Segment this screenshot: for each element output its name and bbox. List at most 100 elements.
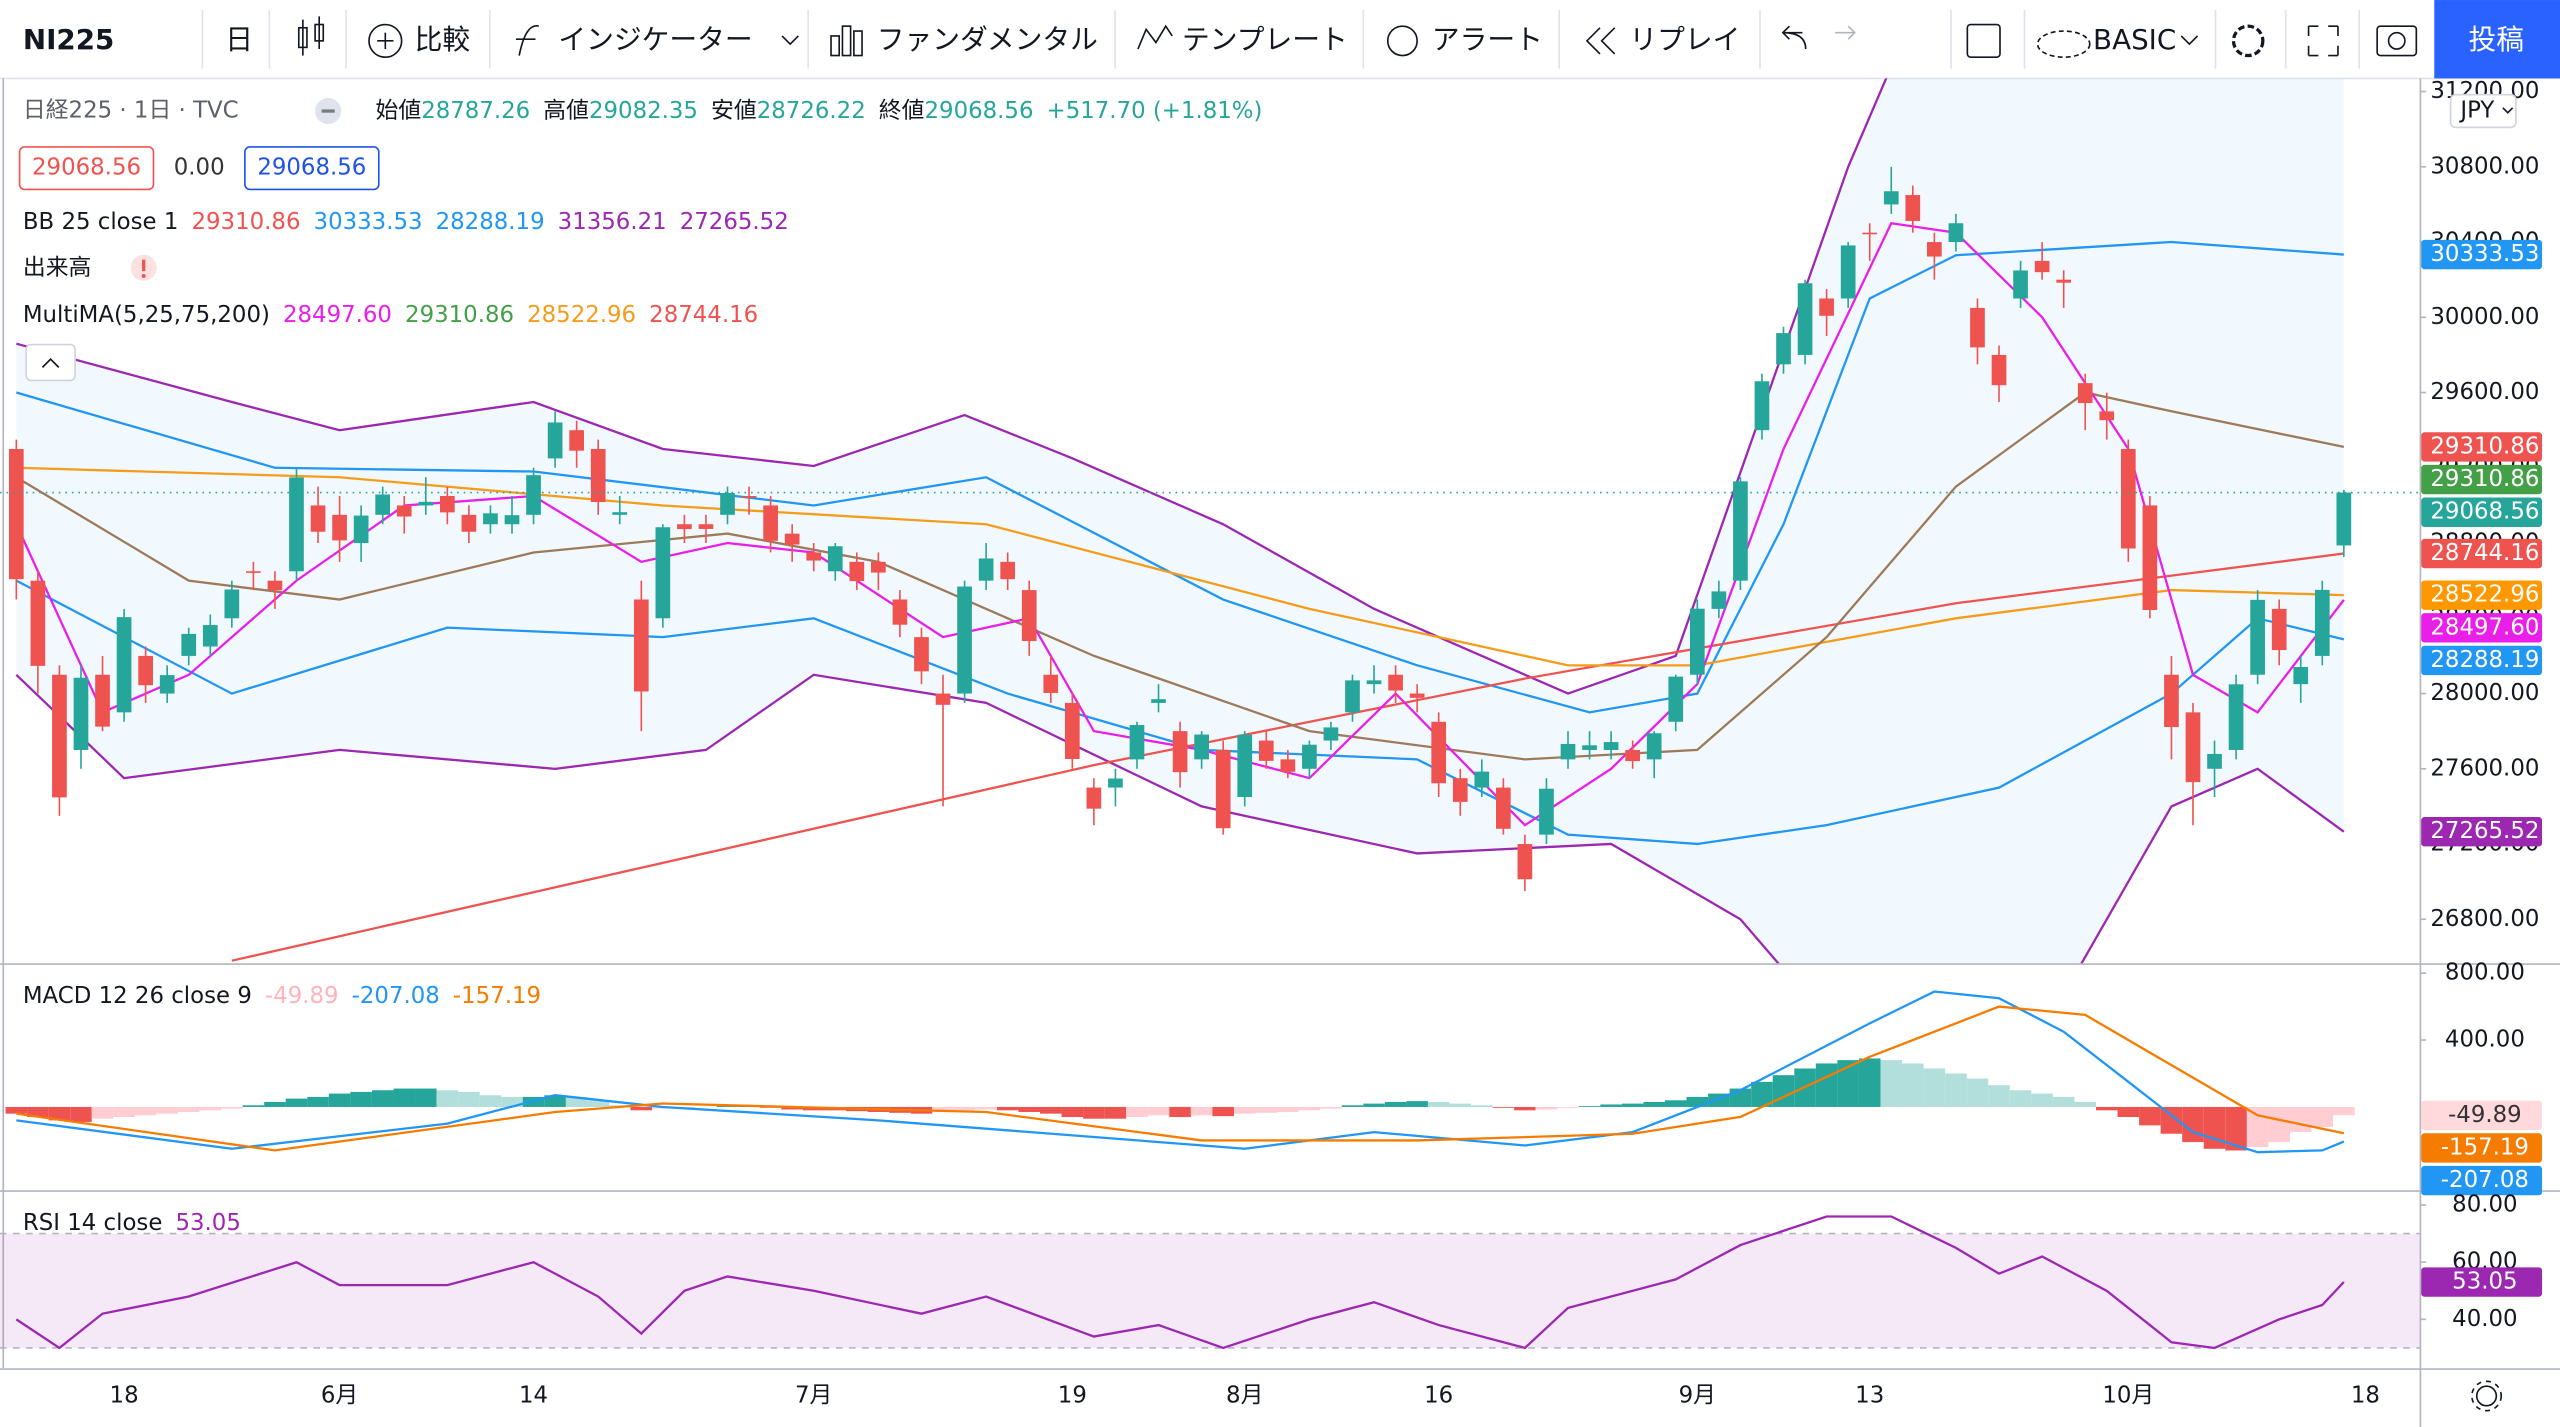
replay-icon[interactable] — [1585, 27, 1616, 55]
histogram-bar — [1104, 1106, 1127, 1119]
candle-body — [2271, 608, 2287, 651]
histogram-bar — [1233, 1106, 1256, 1114]
histogram-bar — [199, 1106, 222, 1111]
price-tag-label: 28522.96 — [2430, 582, 2539, 608]
candle-body — [2207, 753, 2222, 769]
y-tick-label: 26800.00 — [2430, 906, 2539, 932]
candle-body — [52, 674, 67, 798]
toolbar-item[interactable]: テンプレート — [1182, 23, 1348, 56]
candle-body — [267, 580, 283, 591]
undo-icon[interactable] — [1781, 25, 1807, 50]
candle-body — [138, 655, 153, 686]
candle-body — [2034, 260, 2050, 273]
candle-body — [1733, 481, 1748, 581]
histogram-bar — [2074, 1101, 2096, 1107]
histogram-bar — [1923, 1068, 1946, 1107]
settings-gear[interactable] — [2471, 1380, 2503, 1412]
legend-text: 28522.96 — [527, 302, 636, 328]
histogram-bar — [2117, 1106, 2140, 1117]
candle-body — [526, 475, 541, 515]
settings-icon[interactable] — [2231, 24, 2265, 58]
interval[interactable]: 日 — [225, 23, 253, 56]
histogram-bar — [264, 1101, 286, 1107]
histogram-bar — [177, 1106, 200, 1112]
toolbar-item[interactable]: リプレイ — [1629, 23, 1740, 56]
redo-icon[interactable] — [1835, 25, 1856, 40]
histogram-bar — [1837, 1060, 1859, 1107]
template-icon[interactable] — [1137, 24, 1173, 50]
histogram-bar — [27, 1106, 49, 1117]
currency-chevron — [2502, 107, 2514, 114]
candle-body — [655, 527, 671, 619]
layout-name[interactable]: BASIC — [2093, 23, 2176, 56]
compare-icon[interactable] — [368, 23, 403, 58]
candle-icon[interactable] — [297, 16, 325, 56]
histogram-bar — [2246, 1106, 2269, 1148]
legend-text: 28744.16 — [649, 302, 758, 328]
price-tag — [2421, 239, 2543, 270]
dropdown-icon[interactable] — [781, 35, 799, 46]
candle-body — [289, 477, 304, 572]
candle-body — [1345, 680, 1360, 713]
alert-icon[interactable] — [1386, 25, 1418, 57]
price-tag-label: 28744.16 — [2430, 540, 2539, 566]
candle-body — [2336, 492, 2352, 546]
price-tag-label: 27265.52 — [2430, 818, 2539, 844]
histogram-bar — [1492, 1106, 1515, 1108]
y-tick-label: 30000.00 — [2430, 304, 2539, 330]
indicator-line — [15, 579, 2345, 846]
histogram-bar — [544, 1095, 566, 1107]
toolbar-item[interactable]: ファンダメンタル — [877, 23, 1098, 56]
price-tag — [2421, 817, 2543, 847]
histogram-bar — [1298, 1106, 1321, 1111]
maximize-icon[interactable] — [2307, 25, 2339, 57]
histogram-bar — [2139, 1106, 2161, 1126]
candle-body — [461, 514, 477, 532]
legend-text: 始値 — [376, 98, 422, 124]
candle-body — [1603, 742, 1619, 750]
histogram-bar — [2160, 1106, 2183, 1134]
candle-body — [935, 693, 951, 705]
candle-body — [806, 552, 822, 561]
toolbar-item[interactable]: 比較 — [415, 23, 471, 56]
candle-body — [1776, 333, 1791, 365]
publish-button[interactable] — [2434, 0, 2560, 79]
candle-body — [1689, 608, 1705, 675]
candle-body — [2056, 279, 2072, 283]
candle-body — [633, 599, 649, 692]
indicator-line — [15, 673, 2345, 964]
legend-text: 30333.53 — [314, 209, 423, 235]
macd-pane — [5, 990, 2355, 1154]
cloud-icon[interactable] — [2036, 30, 2091, 58]
fundamental-icon[interactable] — [830, 25, 863, 57]
legend-text: 29082.35 — [589, 98, 698, 124]
histogram-bar — [221, 1106, 243, 1109]
histogram-bar — [70, 1106, 92, 1123]
candle-body — [1754, 381, 1770, 431]
candle-body — [2120, 448, 2136, 549]
indicator-icon[interactable] — [515, 25, 539, 56]
histogram-bar — [2182, 1106, 2204, 1143]
candle-body — [30, 580, 46, 666]
price-tag — [2421, 1267, 2543, 1297]
y-tick-label: 80.00 — [2452, 1192, 2517, 1218]
legend-text: 53.05 — [175, 1209, 240, 1235]
dropdown-icon[interactable] — [2180, 35, 2199, 46]
price-tag — [2421, 464, 2543, 495]
price-box-label: 29068.56 — [257, 155, 366, 181]
indicator-line — [15, 391, 2345, 761]
toolbar-dividers — [201, 9, 2360, 69]
price-tag — [2421, 1165, 2543, 1196]
symbol[interactable]: NI225 — [23, 23, 114, 56]
publish-label[interactable]: 投稿 — [2469, 23, 2525, 56]
histogram-bar — [479, 1095, 502, 1107]
candle-body — [2228, 684, 2244, 750]
candle-body — [1970, 307, 1985, 348]
candle-body — [1064, 702, 1080, 760]
price-tag — [2421, 432, 2543, 462]
toolbar-item[interactable]: インジケーター — [558, 23, 752, 56]
snapshot-icon[interactable] — [2376, 25, 2418, 57]
candle-body — [547, 422, 563, 459]
fullscreen-box-icon[interactable] — [1966, 23, 2001, 58]
toolbar-item[interactable]: アラート — [1432, 23, 1543, 56]
